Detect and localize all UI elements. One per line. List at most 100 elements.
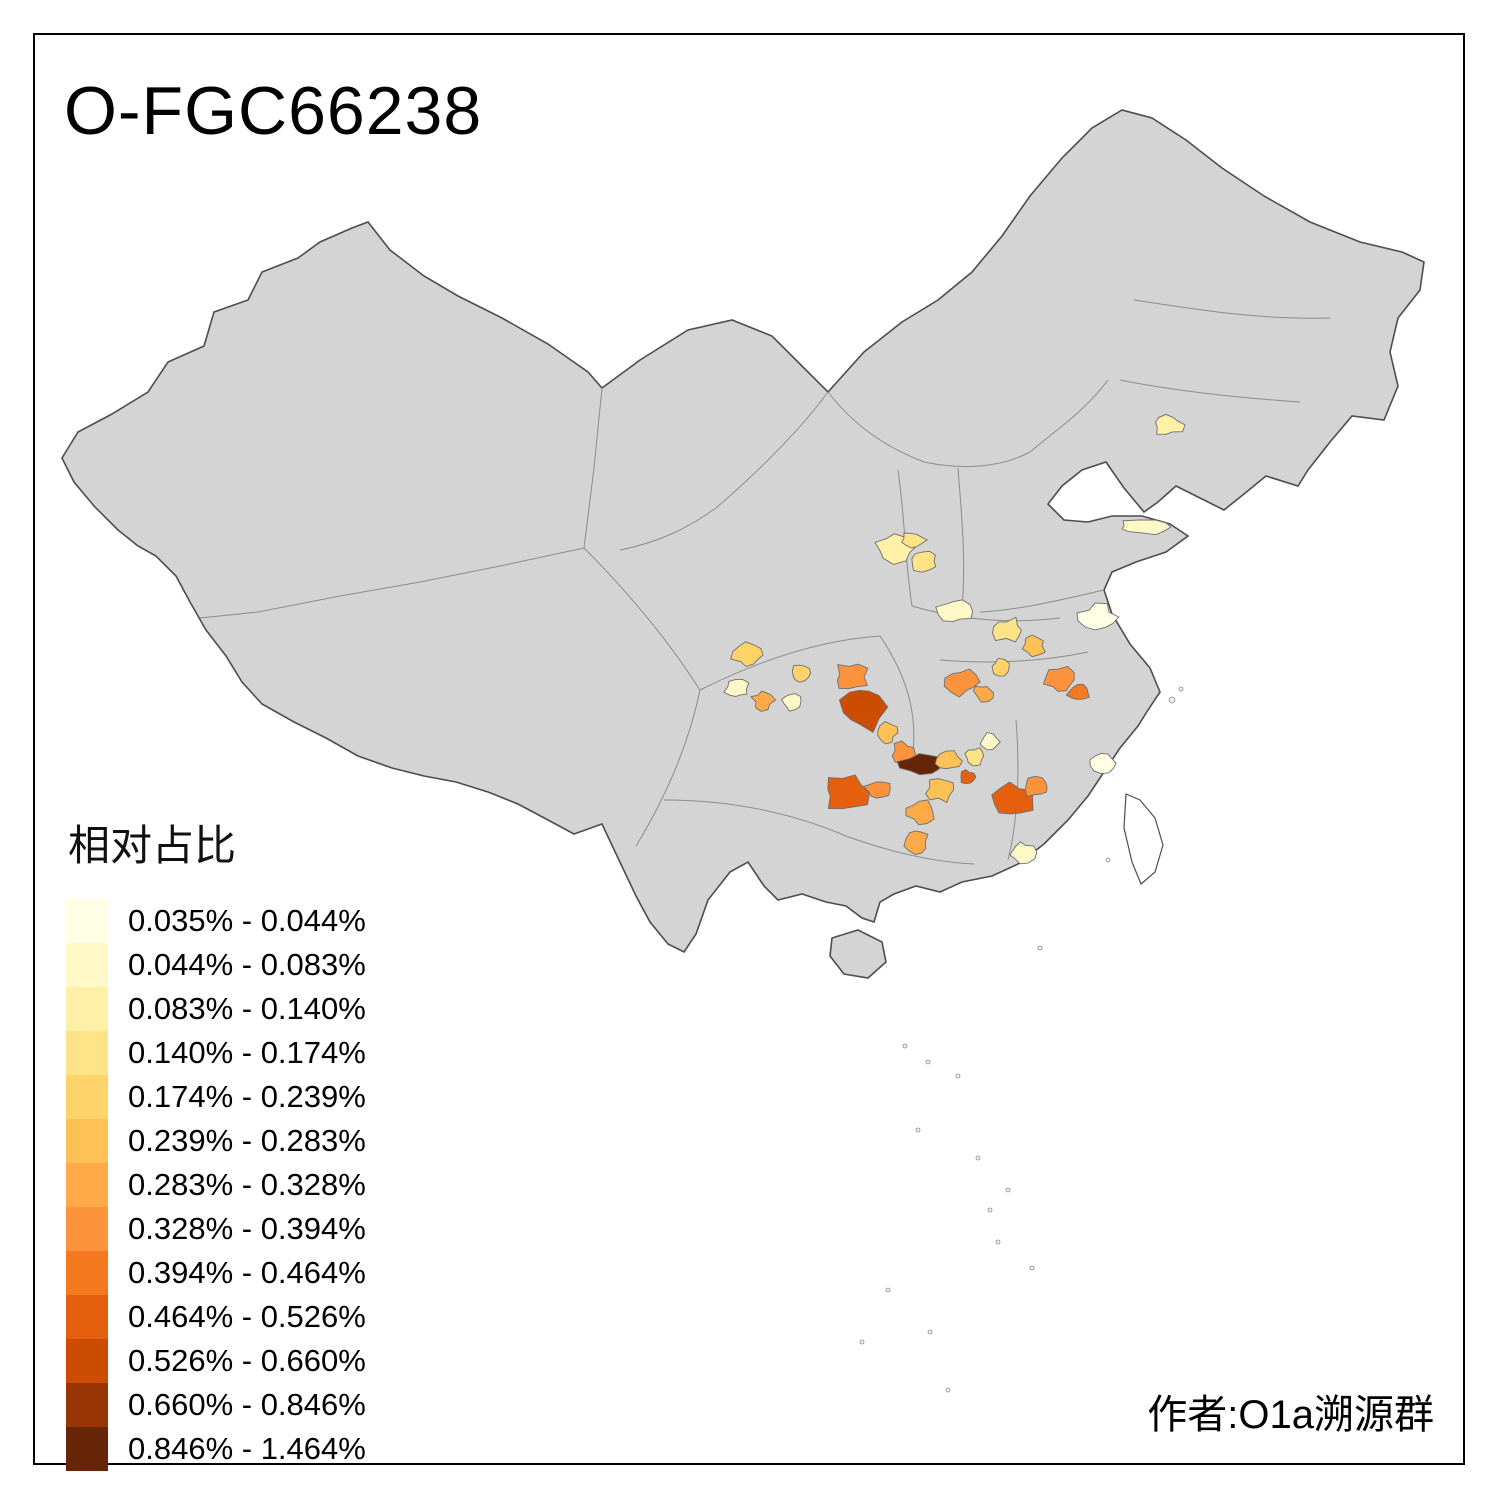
map-region-highlight: [979, 731, 1001, 751]
legend-swatch: [66, 987, 108, 1031]
islet: [955, 1073, 961, 1079]
map-region-highlight: [992, 616, 1022, 643]
map-region-highlight: [827, 774, 870, 810]
map-region-highlight: [791, 664, 812, 683]
map-region-highlight: [781, 693, 802, 712]
islet: [975, 1155, 981, 1161]
map-region-highlight: [1024, 775, 1048, 798]
map-region-highlight: [991, 781, 1034, 815]
legend-range-label: 0.464% - 0.526%: [128, 1299, 366, 1334]
map-region-highlight: [903, 830, 929, 855]
map-region-highlight: [935, 599, 974, 623]
legend-swatch: [66, 1383, 108, 1427]
map-region-highlight: [972, 685, 995, 703]
map-region-highlight: [925, 778, 955, 804]
legend-row: 0.239% - 0.283%: [66, 1119, 366, 1163]
map-region-highlight: [911, 550, 937, 573]
legend-title: 相对占比: [68, 822, 237, 869]
map-region-highlight: [896, 753, 948, 776]
islet: [915, 1127, 921, 1133]
legend-row: 0.035% - 0.044%: [66, 899, 366, 943]
islet: [925, 1059, 931, 1065]
map-region-highlight: [723, 678, 750, 697]
legend-range-label: 0.174% - 0.239%: [128, 1079, 366, 1114]
islet: [885, 1287, 891, 1293]
legend-swatch: [66, 1295, 108, 1339]
map-region-highlight: [838, 689, 889, 734]
islet: [1178, 686, 1184, 692]
legend-row: 0.526% - 0.660%: [66, 1339, 366, 1383]
islet: [1029, 1265, 1035, 1271]
china-mainland: [61, 109, 1425, 954]
legend-row: 0.328% - 0.394%: [66, 1207, 366, 1251]
highlight-regions: [723, 413, 1186, 865]
legend-swatch: [66, 899, 108, 943]
islet: [902, 1043, 908, 1049]
legend-swatch: [66, 1031, 108, 1075]
legend-range-label: 0.660% - 0.846%: [128, 1387, 366, 1422]
legend-swatch: [66, 1075, 108, 1119]
legend-row: 0.464% - 0.526%: [66, 1295, 366, 1339]
map-region-highlight: [934, 750, 963, 770]
map-region-highlight: [877, 721, 899, 745]
legend-range-label: 0.140% - 0.174%: [128, 1035, 366, 1070]
islet: [859, 1339, 865, 1345]
map-region-highlight: [960, 769, 977, 785]
map-region-highlight: [1155, 413, 1186, 435]
map-region-highlight: [1042, 665, 1075, 692]
legend-rows: 0.035% - 0.044% 0.044% - 0.083% 0.083% - 0…: [66, 899, 366, 1471]
map-region-highlight: [1089, 752, 1117, 775]
author-credit: 作者:O1a溯源群: [1147, 1393, 1434, 1437]
map-region-highlight: [964, 747, 985, 767]
map-region-highlight: [1121, 519, 1172, 536]
map-region-highlight: [862, 781, 891, 799]
islet: [995, 1239, 1001, 1245]
legend-swatch: [66, 1207, 108, 1251]
map-region-highlight: [905, 799, 935, 826]
legend-row: 0.283% - 0.328%: [66, 1163, 366, 1207]
map-region-highlight: [730, 641, 764, 667]
islet: [1037, 945, 1043, 951]
map-region-highlight: [837, 663, 869, 690]
taiwan-island: [1123, 793, 1164, 885]
legend-swatch: [66, 1251, 108, 1295]
legend-range-label: 0.328% - 0.394%: [128, 1211, 366, 1246]
legend-range-label: 0.035% - 0.044%: [128, 903, 366, 938]
legend-range-label: 0.846% - 1.464%: [128, 1431, 366, 1466]
south-china-sea-islands: [859, 686, 1184, 1393]
legend-swatch: [66, 1427, 108, 1471]
legend-row: 0.174% - 0.239%: [66, 1075, 366, 1119]
legend-row: 0.044% - 0.083%: [66, 943, 366, 987]
map-region-highlight: [943, 668, 981, 698]
legend-swatch: [66, 1339, 108, 1383]
islet: [1005, 1187, 1011, 1193]
legend-row: 0.660% - 0.846%: [66, 1383, 366, 1427]
legend-row: 0.846% - 1.464%: [66, 1427, 366, 1471]
map-region-highlight: [1021, 634, 1046, 658]
legend-range-label: 0.083% - 0.140%: [128, 991, 366, 1026]
map-region-highlight: [1076, 602, 1120, 631]
legend-range-label: 0.044% - 0.083%: [128, 947, 366, 982]
legend-range-label: 0.239% - 0.283%: [128, 1123, 366, 1158]
hainan-island: [829, 929, 887, 979]
legend: 相对占比 0.035% - 0.044% 0.044% - 0.083% 0.083…: [66, 812, 366, 1471]
map-region-highlight: [1065, 683, 1090, 700]
legend-swatch: [66, 1119, 108, 1163]
legend-swatch: [66, 943, 108, 987]
map-region-highlight: [991, 657, 1010, 677]
islet: [927, 1329, 933, 1335]
map-region-highlight: [750, 690, 777, 712]
legend-swatch: [66, 1163, 108, 1207]
map-region-highlight: [901, 532, 929, 549]
legend-range-label: 0.526% - 0.660%: [128, 1343, 366, 1378]
islet: [987, 1207, 993, 1213]
legend-range-label: 0.394% - 0.464%: [128, 1255, 366, 1290]
legend-row: 0.394% - 0.464%: [66, 1251, 366, 1295]
map-region-highlight: [1009, 841, 1038, 865]
islet: [1168, 696, 1176, 704]
islet: [1105, 857, 1111, 863]
islet: [945, 1387, 951, 1393]
legend-row: 0.140% - 0.174%: [66, 1031, 366, 1075]
